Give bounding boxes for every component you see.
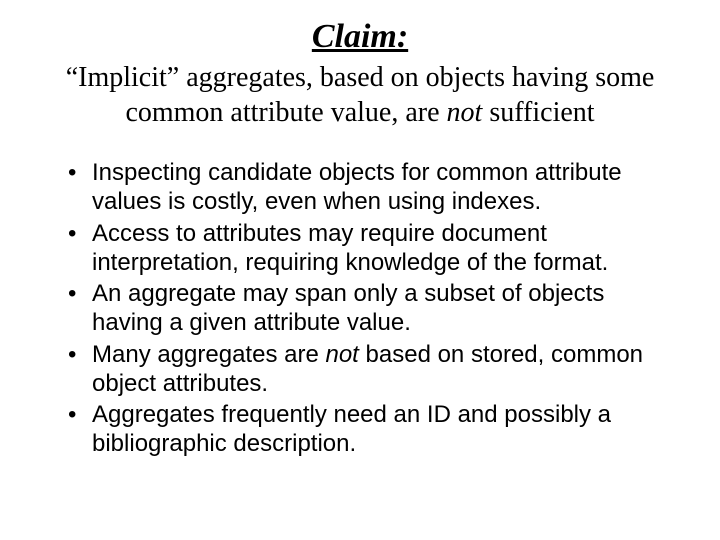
slide-subtitle: “Implicit” aggregates, based on objects …: [48, 60, 672, 130]
list-item: Access to attributes may require documen…: [68, 219, 672, 278]
bullet-list: Inspecting candidate objects for common …: [48, 158, 672, 459]
bullet-emph: not: [325, 341, 358, 368]
list-item: Inspecting candidate objects for common …: [68, 158, 672, 217]
subtitle-post: sufficient: [482, 97, 594, 128]
list-item: An aggregate may span only a subset of o…: [68, 279, 672, 338]
bullet-text: Aggregates frequently need an ID and pos…: [92, 401, 611, 457]
bullet-text: Inspecting candidate objects for common …: [92, 159, 622, 215]
bullet-text: Access to attributes may require documen…: [92, 220, 608, 276]
list-item: Many aggregates are not based on stored,…: [68, 340, 672, 399]
list-item: Aggregates frequently need an ID and pos…: [68, 400, 672, 459]
bullet-pre: Many aggregates are: [92, 341, 325, 368]
subtitle-emph: not: [447, 97, 483, 128]
slide: Claim: “Implicit” aggregates, based on o…: [0, 0, 720, 540]
slide-title: Claim:: [48, 18, 672, 56]
bullet-text: An aggregate may span only a subset of o…: [92, 280, 604, 336]
